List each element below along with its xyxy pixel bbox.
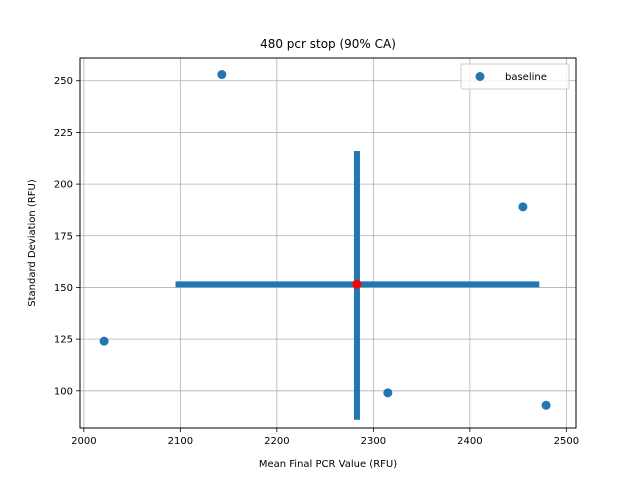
x-axis-ticks: 2000 2100 2200 2300 2400 2500: [71, 428, 579, 447]
y-tick-label: 225: [54, 128, 73, 139]
data-point: [99, 336, 109, 346]
x-tick-label: 2200: [264, 436, 289, 447]
y-tick-label: 125: [54, 335, 73, 346]
y-tick-label: 150: [54, 283, 73, 294]
y-tick-label: 175: [54, 231, 73, 242]
grid-lines: [80, 58, 576, 428]
x-tick-label: 2300: [361, 436, 386, 447]
y-tick-label: 250: [54, 76, 73, 87]
legend: baseline: [460, 63, 570, 90]
x-tick-label: 2400: [457, 436, 482, 447]
y-tick-label: 200: [54, 180, 73, 191]
legend-marker: [475, 72, 485, 81]
data-point: [217, 70, 227, 80]
legend-label-baseline: baseline: [505, 72, 547, 83]
x-tick-label: 2000: [71, 436, 96, 447]
data-point: [383, 388, 393, 398]
data-point: [518, 202, 528, 212]
data-points: [99, 70, 551, 410]
plot-frame: [79, 57, 577, 429]
mean-point: [352, 279, 362, 289]
data-point: [541, 400, 551, 410]
x-axis-label: Mean Final PCR Value (RFU): [259, 459, 397, 470]
legend-box: [460, 63, 570, 90]
y-tick-label: 100: [54, 386, 73, 397]
chart-title: 480 pcr stop (90% CA): [260, 37, 396, 51]
y-axis-label: Standard Deviation (RFU): [27, 179, 38, 307]
y-axis-ticks: 100 125 150 175 200 225 250: [54, 76, 80, 397]
x-tick-label: 2500: [554, 436, 579, 447]
x-tick-label: 2100: [168, 436, 193, 447]
